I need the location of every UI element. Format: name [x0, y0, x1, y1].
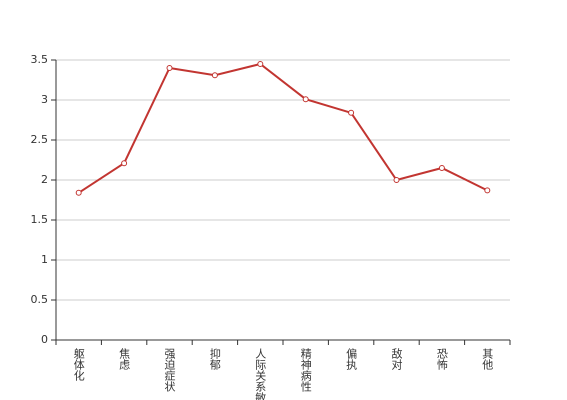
- point: [393, 177, 400, 183]
- point: [257, 61, 264, 67]
- x-tick-label: 偏执: [345, 347, 358, 371]
- x-tick-label: 精神病性: [299, 348, 312, 393]
- y-tick-label: 1: [41, 253, 48, 266]
- x-tick-label: 其他: [481, 348, 494, 370]
- y-tick-label: 0.5: [31, 293, 49, 306]
- point: [166, 65, 173, 71]
- point: [302, 96, 309, 103]
- y-tick-label: 2: [41, 173, 48, 186]
- x-tick-label: 强迫症状: [163, 348, 176, 392]
- point: [438, 165, 445, 171]
- y-tick-label: 2.5: [31, 133, 49, 146]
- x-tick-label: 人际关系敏感: [254, 348, 267, 400]
- point: [75, 189, 82, 196]
- y-tick-label: 3.5: [31, 53, 49, 66]
- x-tick-label: 躯体化: [72, 348, 85, 382]
- y-tick-label: 1.5: [31, 213, 49, 226]
- x-tick-label: 敌对: [390, 347, 403, 370]
- y-tick-label: 0: [41, 333, 48, 346]
- point: [348, 109, 355, 116]
- y-tick-label: 3: [41, 93, 48, 106]
- point: [211, 72, 218, 79]
- x-tick-label: 焦虑: [118, 348, 131, 370]
- point: [121, 160, 128, 167]
- x-tick-label: 抑郁: [208, 347, 221, 370]
- x-tick-label: 恐怖: [435, 348, 448, 370]
- point: [484, 187, 491, 194]
- line: [78, 62, 488, 194]
